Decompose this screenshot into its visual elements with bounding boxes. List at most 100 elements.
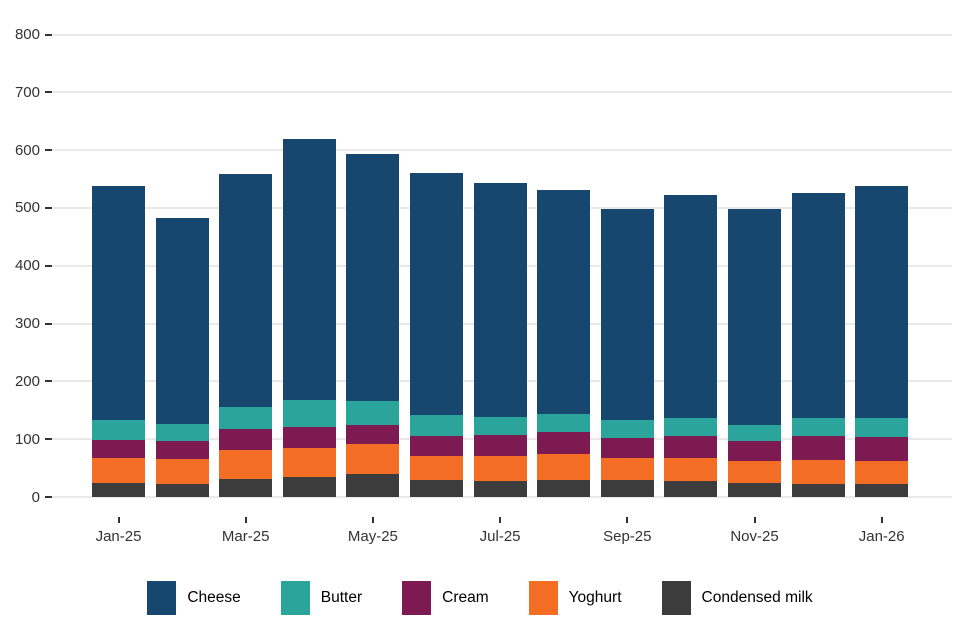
bar-segment-yoghurt <box>855 460 909 485</box>
bar-segment-yoghurt <box>346 444 400 474</box>
y-axis-tick-mark <box>45 149 52 152</box>
y-axis-tick-label: 500 <box>14 199 40 217</box>
bar-segment-cream <box>155 440 209 460</box>
y-axis-tick-label: 800 <box>14 26 40 43</box>
gridline <box>53 33 952 36</box>
bar-segment-yoghurt <box>537 454 591 480</box>
x-axis-tick-label: May-25 <box>347 528 398 545</box>
bar-segment-condensed-milk <box>855 484 909 497</box>
bar-segment-butter <box>537 413 591 432</box>
chart-legend: Cheese Butter Cream Yoghurt Condensed milk <box>0 581 960 615</box>
bar-segment-yoghurt <box>728 460 781 483</box>
bar-segment-cheese <box>410 172 463 416</box>
bar-segment-butter <box>855 417 909 438</box>
y-axis-tick-label: 200 <box>14 372 40 390</box>
bar-segment-cream <box>346 424 400 445</box>
y-axis-tick-mark <box>45 91 52 94</box>
legend-label: Condensed milk <box>701 589 813 606</box>
bar-segment-cheese <box>473 182 527 418</box>
bar-segment-butter <box>410 415 463 437</box>
bar-segment-butter <box>92 419 145 440</box>
bar-segment-cream <box>410 436 463 456</box>
bar-segment-yoghurt <box>600 458 654 481</box>
bar-segment-cheese <box>537 190 591 414</box>
bar-segment-condensed-milk <box>664 481 718 497</box>
bar-segment-cream <box>664 435 718 458</box>
bar-segment-cheese <box>92 185 145 420</box>
x-axis-tick-mark <box>880 517 883 523</box>
bar-segment-yoghurt <box>664 457 718 482</box>
bar-segment-cheese <box>664 194 718 419</box>
x-axis-tick-label: Jan-26 <box>858 528 905 545</box>
x-axis-tick-mark <box>753 517 756 523</box>
bar-segment-butter <box>728 424 781 441</box>
y-axis-tick-mark <box>45 206 52 209</box>
y-axis-tick-mark <box>45 322 52 325</box>
bar-segment-cheese <box>346 154 400 402</box>
bar-segment-butter <box>791 418 845 437</box>
bar-segment-condensed-milk <box>728 482 781 497</box>
bar-segment-butter <box>155 423 209 441</box>
y-axis-tick-label: 600 <box>14 141 40 159</box>
y-axis-tick-label: 700 <box>14 83 40 101</box>
bar-segment-butter <box>664 418 718 436</box>
x-axis-tick-mark <box>244 517 247 523</box>
bar-segment-condensed-milk <box>282 477 336 497</box>
bar-segment-yoghurt <box>282 448 336 478</box>
y-axis-tick-mark <box>45 380 52 383</box>
bar-segment-cheese <box>282 138 336 401</box>
bar-segment-cream <box>219 428 273 450</box>
bar-segment-cheese <box>155 217 209 424</box>
bar-segment-cheese <box>728 209 781 425</box>
legend-label: Yoghurt <box>568 589 622 606</box>
bar-segment-yoghurt <box>155 459 209 484</box>
y-axis-tick-label: 300 <box>14 315 40 333</box>
bar-segment-cream <box>791 436 845 460</box>
legend-item-cream: Cream <box>402 581 489 615</box>
bar-segment-condensed-milk <box>219 479 273 497</box>
bar-segment-cream <box>282 427 336 449</box>
bar-segment-butter <box>282 400 336 428</box>
bar-segment-yoghurt <box>791 460 845 484</box>
bar-segment-yoghurt <box>219 449 273 480</box>
legend-item-condensed-milk: Condensed milk <box>661 581 813 615</box>
bar-segment-condensed-milk <box>346 473 400 497</box>
bar-segment-condensed-milk <box>410 479 463 497</box>
bar-segment-condensed-milk <box>92 483 145 497</box>
legend-swatch-icon <box>661 581 691 615</box>
bar-segment-cheese <box>219 174 273 407</box>
legend-item-yoghurt: Yoghurt <box>528 581 622 615</box>
bar-segment-butter <box>473 417 527 436</box>
x-axis-tick-mark <box>499 517 502 523</box>
x-axis-tick-mark <box>371 517 374 523</box>
bar-segment-cream <box>92 439 145 459</box>
x-axis-tick-label: Jul-25 <box>479 528 521 545</box>
bar-segment-cream <box>473 435 527 456</box>
bar-segment-condensed-milk <box>155 483 209 497</box>
y-axis-tick-mark <box>45 496 52 498</box>
y-axis-tick-label: 0 <box>31 488 40 506</box>
legend-label: Cheese <box>187 589 241 606</box>
bar-segment-yoghurt <box>92 458 145 484</box>
bar-segment-cream <box>537 431 591 455</box>
y-axis-tick-mark <box>45 264 52 267</box>
bar-segment-condensed-milk <box>600 480 654 497</box>
bar-segment-yoghurt <box>410 455 463 480</box>
legend-swatch-icon <box>147 581 177 615</box>
bar-segment-butter <box>219 406 273 429</box>
y-axis-tick-mark <box>45 33 52 36</box>
bar-segment-cheese <box>600 209 654 421</box>
bar-segment-cream <box>728 440 781 461</box>
y-axis-tick-mark <box>45 438 52 441</box>
legend-item-butter: Butter <box>280 581 362 615</box>
legend-swatch-icon <box>528 581 558 615</box>
gridline <box>53 91 952 94</box>
y-axis-tick-label: 400 <box>14 257 40 275</box>
bar-segment-butter <box>346 401 400 425</box>
legend-swatch-icon <box>280 581 310 615</box>
x-axis-tick-mark <box>117 517 120 523</box>
legend-swatch-icon <box>402 581 432 615</box>
y-axis-tick-label: 100 <box>14 430 40 448</box>
bar-segment-cream <box>600 438 654 459</box>
